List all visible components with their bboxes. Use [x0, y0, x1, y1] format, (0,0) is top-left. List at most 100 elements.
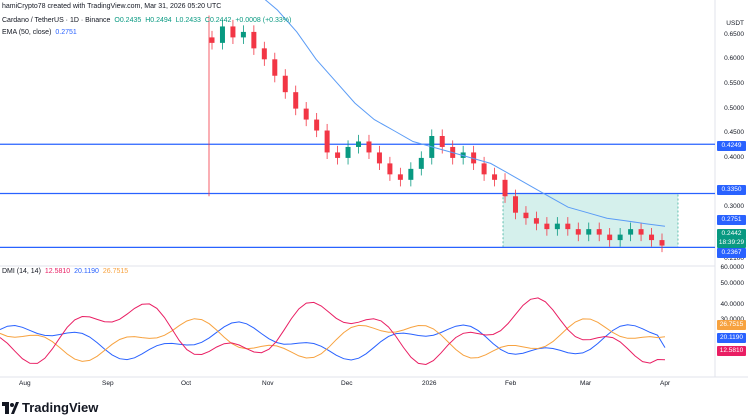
dmi-tick: 40.0000	[720, 301, 745, 308]
dmi-value-minus: 26.7515	[102, 268, 129, 275]
candle-body	[628, 229, 634, 235]
ema-legend[interactable]: EMA (50, close) 0.2751	[2, 29, 79, 36]
price-tick: 0.5500	[724, 80, 744, 87]
candle-body	[251, 31, 257, 49]
level-tag-2: 0.3350	[717, 185, 746, 195]
brand-name: TradingView	[22, 400, 99, 415]
candle-body	[240, 31, 246, 38]
dmi-tag-plus: 20.1190	[717, 333, 746, 343]
footer: TradingView	[0, 396, 748, 420]
candle-body	[314, 119, 320, 131]
countdown-tag: 18:39:29	[717, 238, 746, 248]
dmi-plus-line	[0, 321, 666, 361]
dmi-tag-adx: 12.5810	[717, 346, 746, 356]
candle-body	[293, 92, 299, 109]
price-tick: 0.6000	[724, 55, 744, 62]
candle-body	[586, 229, 592, 235]
time-tick: 2026	[422, 380, 437, 387]
ohlc-open: O0.2435	[114, 17, 142, 24]
dmi-tick: 30.0000	[721, 316, 745, 323]
dmi-value-plus: 20.1190	[74, 268, 99, 275]
price-tick: 0.4500	[724, 129, 744, 136]
time-tick: Nov	[262, 380, 274, 387]
symbol-name: Cardano / TetherUS · 1D · Binance	[2, 17, 111, 24]
candle-body	[366, 141, 372, 153]
price-axis[interactable]: USDT 0.6500 0.6000 0.5500 0.5000 0.4500 …	[715, 0, 748, 396]
candle-body	[649, 234, 655, 241]
dmi-tick: 60.0000	[720, 264, 745, 271]
candle-body	[418, 157, 424, 169]
candle-body	[335, 152, 341, 158]
candle-body	[439, 136, 445, 147]
candle-body	[230, 26, 236, 38]
price-tick: 0.6500	[724, 31, 744, 38]
candle-body	[219, 26, 225, 43]
consolidation-zone	[502, 193, 679, 248]
ohlc-high: H0.2494	[145, 17, 172, 24]
candle-body	[523, 212, 529, 219]
dmi-label: DMI (14, 14)	[2, 268, 41, 275]
candle-body	[261, 48, 267, 60]
currency-label: USDT	[726, 20, 744, 27]
price-tick: 0.2100	[724, 255, 744, 262]
level-tag-3: 0.2367	[717, 248, 746, 258]
candle-body	[617, 234, 623, 241]
ohlc-close: C0.2442	[204, 17, 232, 24]
price-tick: 0.5000	[724, 105, 744, 112]
time-tick: Dec	[341, 380, 353, 387]
time-tick: Sep	[102, 380, 114, 387]
candle-body	[565, 223, 571, 230]
ohlc-change: +0.0008 (+0.33%)	[235, 17, 292, 24]
candle-body	[544, 223, 550, 230]
dmi-legend[interactable]: DMI (14, 14) 12.5810 20.1190 26.7515	[2, 268, 130, 275]
last-price-tag: 0.2442	[717, 229, 746, 239]
time-tick: Aug	[19, 380, 31, 387]
ema-line	[264, 0, 666, 227]
tradingview-logo-icon	[2, 402, 19, 414]
candle-body	[492, 174, 498, 180]
dmi-minus-line	[0, 318, 666, 362]
attribution-text: hamiCrypto78 created with TradingView.co…	[2, 3, 222, 10]
price-tick: 0.4000	[724, 154, 744, 161]
candle-body	[387, 163, 393, 175]
dmi-value-adx: 12.5810	[44, 268, 71, 275]
candle-body	[397, 174, 403, 180]
candle-body	[345, 146, 351, 158]
candle-body	[554, 223, 560, 230]
dmi-tag-minus: 26.7515	[717, 320, 746, 330]
candle-body	[408, 168, 414, 180]
candle-body	[533, 218, 539, 224]
adx-line	[0, 297, 666, 366]
candle-body	[324, 130, 330, 153]
ema-label: EMA (50, close)	[2, 29, 52, 36]
candle-body	[282, 75, 288, 93]
candle-body	[272, 59, 278, 76]
candle-body	[209, 37, 215, 43]
candle-body	[575, 229, 581, 235]
time-tick: Oct	[181, 380, 192, 387]
ema-value: 0.2751	[55, 29, 77, 36]
candle-body	[607, 234, 613, 241]
ema-tag: 0.2751	[717, 215, 746, 225]
ohlc-low: L0.2433	[175, 17, 201, 24]
symbol-legend[interactable]: Cardano / TetherUS · 1D · Binance O0.243…	[2, 17, 293, 24]
candle-body	[356, 141, 362, 147]
dmi-tick: 50.0000	[720, 280, 745, 287]
price-tick: 0.3000	[724, 203, 744, 210]
candle-body	[512, 196, 518, 213]
time-tick: Mar	[580, 380, 592, 387]
time-axis[interactable]: Aug Sep Oct Nov Dec 2026 Feb Mar Apr	[0, 377, 715, 391]
candle-body	[303, 108, 309, 120]
candle-body	[471, 152, 477, 164]
price-chart[interactable]	[0, 0, 748, 396]
candle-body	[376, 152, 382, 164]
time-tick: Feb	[505, 380, 517, 387]
candle-body	[638, 229, 644, 235]
candle-body	[502, 179, 508, 197]
candle-body	[596, 229, 602, 235]
level-tag-1: 0.4249	[717, 141, 746, 151]
time-tick: Apr	[660, 380, 671, 387]
candle-body	[481, 163, 487, 175]
candle-body	[659, 240, 665, 246]
